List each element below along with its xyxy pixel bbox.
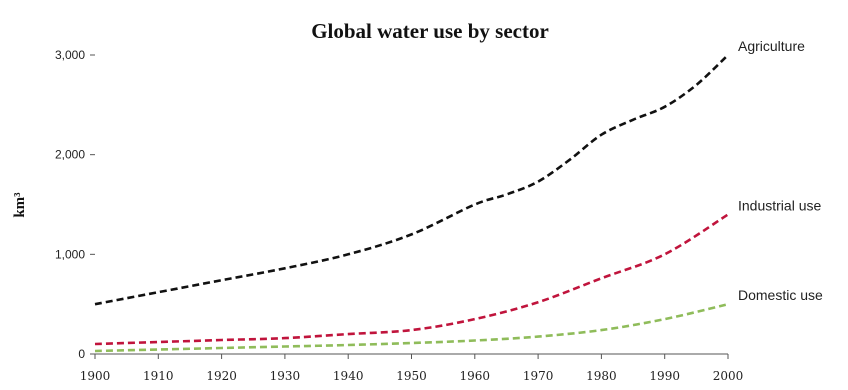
y-tick-label: 0 — [78, 347, 85, 361]
x-tick-label: 1910 — [143, 369, 174, 383]
x-tick-label: 2000 — [713, 369, 744, 383]
y-axis-title: km³ — [12, 192, 28, 218]
series-label-domestic-use: Domestic use — [738, 287, 823, 303]
series-line-agriculture — [94, 54, 729, 306]
chart-marks: 0 1,000 2,000 3,000 1900 1910 1920 1930 1940 1950… — [55, 38, 823, 383]
x-tick-label: 1970 — [523, 369, 554, 383]
x-tick-label: 1960 — [460, 369, 491, 383]
x-tick-label: 1980 — [586, 369, 617, 383]
x-tick-label: 1920 — [206, 369, 237, 383]
x-tick-label: 1900 — [80, 369, 111, 383]
series-label-agriculture: Agriculture — [738, 38, 805, 54]
x-tick-label: 1940 — [333, 369, 364, 383]
series-line-industrial-use — [94, 213, 729, 346]
series-label-industrial-use: Industrial use — [738, 197, 821, 213]
series-line-domestic-use — [94, 302, 729, 353]
x-tick-label: 1930 — [270, 369, 301, 383]
y-tick-label: 3,000 — [55, 48, 85, 62]
y-tick-label: 1,000 — [55, 247, 85, 261]
x-tick-label: 1950 — [396, 369, 427, 383]
x-tick-label: 1990 — [649, 369, 680, 383]
y-tick-label: 2,000 — [55, 148, 85, 162]
chart-title: Global water use by sector — [311, 19, 549, 43]
